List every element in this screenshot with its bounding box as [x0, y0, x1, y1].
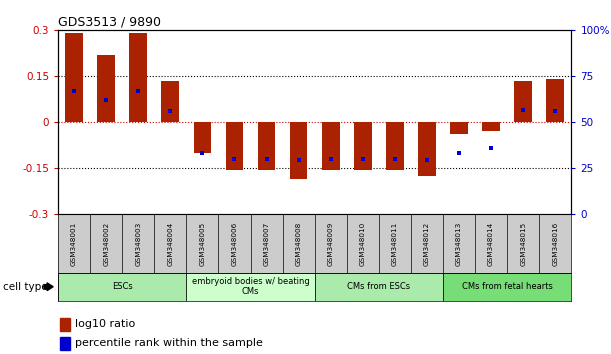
Bar: [225, 122, 243, 170]
Bar: [60, 337, 70, 350]
Bar: [354, 122, 371, 170]
Text: GSM348012: GSM348012: [424, 221, 430, 266]
Text: GSM348001: GSM348001: [71, 221, 77, 266]
Text: GSM348014: GSM348014: [488, 221, 494, 266]
Text: GSM348004: GSM348004: [167, 221, 174, 266]
Bar: [65, 33, 83, 122]
Bar: [418, 122, 436, 176]
Bar: [60, 318, 70, 331]
Text: CMs from fetal hearts: CMs from fetal hearts: [462, 282, 552, 291]
Bar: [186, 273, 315, 301]
Text: GSM348015: GSM348015: [520, 221, 526, 266]
Bar: [514, 81, 532, 122]
Text: GSM348006: GSM348006: [232, 221, 238, 266]
Bar: [97, 55, 115, 122]
Text: GSM348002: GSM348002: [103, 221, 109, 266]
Bar: [450, 122, 468, 135]
Text: ESCs: ESCs: [112, 282, 133, 291]
Text: GSM348013: GSM348013: [456, 221, 462, 266]
Text: log10 ratio: log10 ratio: [75, 319, 136, 329]
Text: GDS3513 / 9890: GDS3513 / 9890: [58, 16, 161, 29]
Bar: [290, 122, 307, 179]
Text: GSM348003: GSM348003: [135, 221, 141, 266]
Bar: [546, 79, 564, 122]
Bar: [58, 273, 186, 301]
Text: CMs from ESCs: CMs from ESCs: [347, 282, 411, 291]
Text: GSM348011: GSM348011: [392, 221, 398, 266]
Bar: [258, 122, 276, 170]
Bar: [443, 273, 571, 301]
Bar: [315, 273, 443, 301]
Text: GSM348007: GSM348007: [263, 221, 269, 266]
Text: GSM348010: GSM348010: [360, 221, 366, 266]
Text: GSM348008: GSM348008: [296, 221, 302, 266]
Bar: [322, 122, 340, 170]
Text: GSM348005: GSM348005: [199, 221, 205, 266]
Text: percentile rank within the sample: percentile rank within the sample: [75, 338, 263, 348]
Bar: [386, 122, 404, 170]
Text: GSM348009: GSM348009: [327, 221, 334, 266]
Text: embryoid bodies w/ beating
CMs: embryoid bodies w/ beating CMs: [192, 277, 309, 296]
Bar: [161, 81, 179, 122]
Bar: [482, 122, 500, 131]
Bar: [194, 122, 211, 153]
Bar: [130, 33, 147, 122]
Text: GSM348016: GSM348016: [552, 221, 558, 266]
Text: cell type: cell type: [3, 282, 48, 292]
